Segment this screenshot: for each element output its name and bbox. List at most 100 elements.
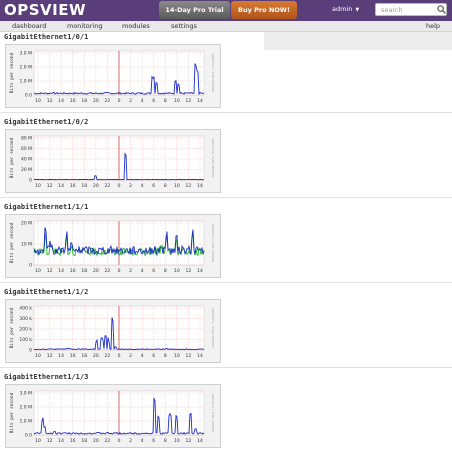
x-tick-label: 14 xyxy=(197,98,203,104)
x-tick-label: 20 xyxy=(93,438,99,444)
x-tick-label: 0 xyxy=(118,268,121,274)
y-tick-label: 200 k xyxy=(19,327,32,333)
x-tick-label: 12 xyxy=(186,98,192,104)
y-tick-label: 0 xyxy=(29,263,32,269)
nav-dashboard[interactable]: dashboard xyxy=(12,22,47,30)
traffic-graph[interactable]: 10 12 14 16 18 20 22 0 2 4 6 8 10 12 14 0 10 M 20 M Bits p… xyxy=(5,214,221,278)
divider xyxy=(0,282,452,283)
x-tick-label: 12 xyxy=(186,438,192,444)
x-tick-label: 22 xyxy=(105,353,111,359)
graph-svg: 10 12 14 16 18 20 22 0 2 4 6 8 10 12 14 0.0 1.0 M 2.0 M 3.… xyxy=(9,51,215,105)
x-tick-label: 12 xyxy=(47,183,53,189)
x-tick-label: 14 xyxy=(197,438,203,444)
interface-title: GigabitEthernet1/1/1 xyxy=(4,203,89,211)
x-tick-label: 12 xyxy=(47,98,53,104)
x-tick-label: 22 xyxy=(105,438,111,444)
x-tick-label: 14 xyxy=(197,268,203,274)
nav-help[interactable]: help xyxy=(426,22,441,30)
y-tick-label: 400 k xyxy=(19,306,32,312)
x-tick-label: 20 xyxy=(93,268,99,274)
y-tick-label: 2.0 M xyxy=(20,65,33,71)
x-tick-label: 8 xyxy=(164,268,167,274)
x-tick-label: 2 xyxy=(129,438,132,444)
x-tick-label: 16 xyxy=(70,438,76,444)
rrdtool-credit: RRDTOOL / TOBI OETIKER xyxy=(211,394,215,433)
traffic-graph[interactable]: 10 12 14 16 18 20 22 0 2 4 6 8 10 12 14 0.0 1.0 M 2.0 M 3.… xyxy=(5,44,221,108)
x-tick-label: 6 xyxy=(152,268,155,274)
x-tick-label: 14 xyxy=(58,268,64,274)
traffic-in-line xyxy=(33,397,205,435)
interface-title: GigabitEthernet1/1/3 xyxy=(4,373,89,381)
search-icon[interactable] xyxy=(437,5,446,14)
x-tick-label: 10 xyxy=(174,183,180,189)
nav-monitoring[interactable]: monitoring xyxy=(67,22,103,30)
buy-pro-button[interactable]: Buy Pro NOW! xyxy=(231,1,297,19)
rrdtool-credit: RRDTOOL / TOBI OETIKER xyxy=(211,224,215,263)
x-tick-label: 22 xyxy=(105,98,111,104)
x-tick-label: 18 xyxy=(81,353,87,359)
y-tick-label: 20 M xyxy=(21,221,32,227)
y-tick-label: 0.0 xyxy=(25,93,32,99)
x-tick-label: 6 xyxy=(152,183,155,189)
x-tick-label: 14 xyxy=(58,438,64,444)
x-tick-label: 18 xyxy=(81,438,87,444)
y-tick-label: 20 M xyxy=(21,167,32,173)
x-tick-label: 2 xyxy=(129,98,132,104)
y-tick-label: 3.0 M xyxy=(20,51,33,57)
y-tick-label: 2.0 M xyxy=(20,405,33,411)
y-tick-label: 0 xyxy=(29,178,32,184)
pro-trial-button[interactable]: 14-Day Pro Trial xyxy=(159,1,230,19)
traffic-graph[interactable]: 10 12 14 16 18 20 22 0 2 4 6 8 10 12 14 0 100 k 200 k 300 … xyxy=(5,299,221,363)
graph-svg: 10 12 14 16 18 20 22 0 2 4 6 8 10 12 14 0 10 M 20 M Bits p… xyxy=(9,221,215,275)
y-tick-label: 1.0 M xyxy=(20,419,33,425)
nav-settings[interactable]: settings xyxy=(171,22,197,30)
x-tick-label: 16 xyxy=(70,353,76,359)
x-tick-label: 2 xyxy=(129,353,132,359)
graph-svg: 10 12 14 16 18 20 22 0 2 4 6 8 10 12 14 0 20 M 40 M 60 M 80… xyxy=(9,136,215,190)
x-tick-label: 4 xyxy=(141,98,144,104)
x-tick-label: 10 xyxy=(174,438,180,444)
y-tick-label: 40 M xyxy=(21,157,32,163)
x-tick-label: 2 xyxy=(129,268,132,274)
opsview-logo[interactable]: OPSVIEW xyxy=(4,1,87,19)
interface-title: GigabitEthernet1/0/1 xyxy=(4,33,89,41)
x-tick-label: 10 xyxy=(35,268,41,274)
rrdtool-credit: RRDTOOL / TOBI OETIKER xyxy=(211,54,215,93)
divider xyxy=(0,197,452,198)
x-tick-label: 8 xyxy=(164,183,167,189)
y-tick-label: 60 M xyxy=(21,146,32,152)
nav-bar: dashboard monitoring modules settings he… xyxy=(0,21,452,32)
x-tick-label: 14 xyxy=(58,98,64,104)
y-tick-label: 0 xyxy=(29,348,32,354)
rrdtool-credit: RRDTOOL / TOBI OETIKER xyxy=(211,309,215,348)
y-tick-label: 1.0 M xyxy=(20,79,33,85)
traffic-in-line xyxy=(33,63,205,96)
x-tick-label: 10 xyxy=(35,98,41,104)
x-tick-label: 0 xyxy=(118,353,121,359)
interface-title: GigabitEthernet1/0/2 xyxy=(4,118,89,126)
search-input[interactable] xyxy=(375,3,447,16)
nav-modules[interactable]: modules xyxy=(122,22,150,30)
traffic-in-line xyxy=(33,152,205,181)
x-tick-label: 8 xyxy=(164,98,167,104)
x-tick-label: 8 xyxy=(164,438,167,444)
traffic-in-line xyxy=(33,227,205,256)
traffic-graph[interactable]: 10 12 14 16 18 20 22 0 2 4 6 8 10 12 14 0 20 M 40 M 60 M 80… xyxy=(5,129,221,193)
x-tick-label: 0 xyxy=(118,98,121,104)
x-tick-label: 20 xyxy=(93,353,99,359)
x-tick-label: 18 xyxy=(81,183,87,189)
x-tick-label: 12 xyxy=(47,268,53,274)
x-tick-label: 0 xyxy=(118,183,121,189)
traffic-in-line xyxy=(33,317,205,351)
graph-svg: 10 12 14 16 18 20 22 0 2 4 6 8 10 12 14 0 100 k 200 k 300 … xyxy=(9,306,215,360)
x-tick-label: 10 xyxy=(35,438,41,444)
x-tick-label: 6 xyxy=(152,353,155,359)
y-tick-label: 0.0 xyxy=(25,433,32,439)
x-tick-label: 10 xyxy=(35,353,41,359)
x-tick-label: 12 xyxy=(186,353,192,359)
user-menu[interactable]: admin ▼ xyxy=(332,5,359,13)
x-tick-label: 12 xyxy=(186,268,192,274)
x-tick-label: 14 xyxy=(58,183,64,189)
traffic-graph[interactable]: 10 12 14 16 18 20 22 0 2 4 6 8 10 12 14 0.0 1.0 M 2.0 M 3.… xyxy=(5,384,221,448)
x-tick-label: 4 xyxy=(141,268,144,274)
